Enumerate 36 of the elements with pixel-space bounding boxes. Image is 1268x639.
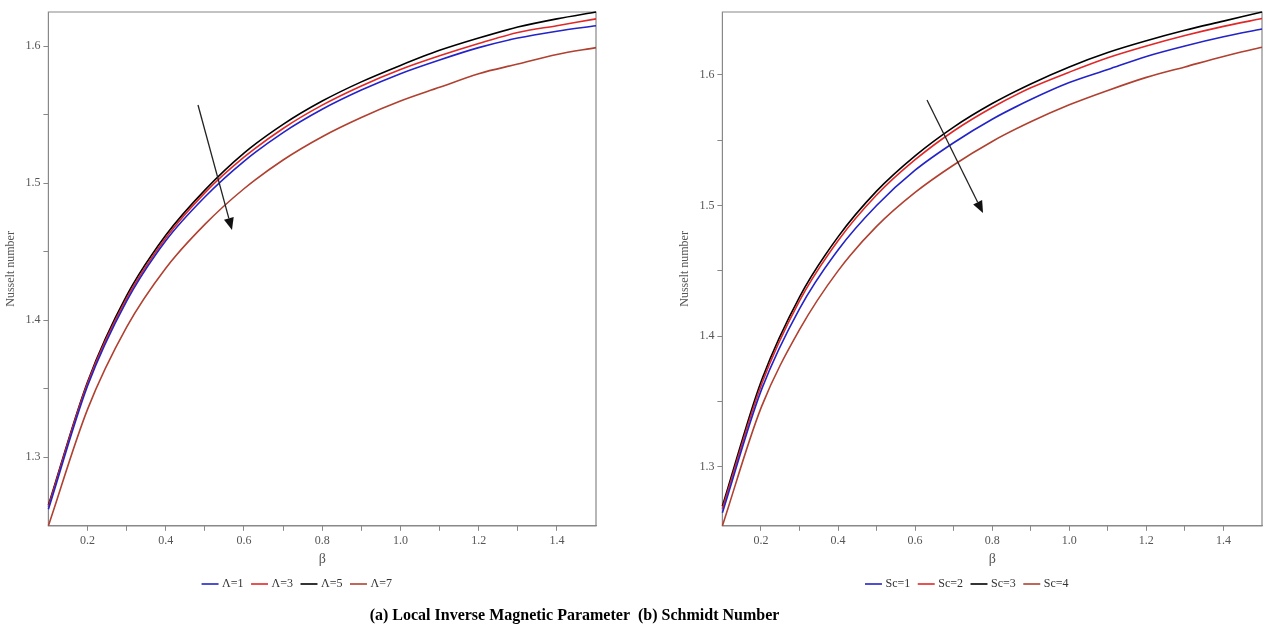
legend-label: Λ=1 <box>222 576 244 591</box>
text: (b) Schmidt Number <box>638 606 780 624</box>
legend-label: Λ=7 <box>370 576 392 591</box>
x-tick-label: 0.8 <box>314 533 330 548</box>
y-tick-label: 1.4 <box>25 312 41 327</box>
x-tick-label: 1.2 <box>471 533 487 548</box>
text: (a) Local Inverse Magnetic Parameter <box>369 606 630 624</box>
legend-label: Sc=3 <box>991 576 1016 591</box>
x-tick-label: 0.4 <box>830 533 846 548</box>
y-tick-label: 1.3 <box>25 449 41 464</box>
x-tick-label: 0.8 <box>984 533 1000 548</box>
legend-label: Λ=5 <box>321 576 343 591</box>
x-tick-label: 0.2 <box>753 533 769 548</box>
y-tick-label: 1.6 <box>25 38 41 53</box>
legend-label: Sc=4 <box>1043 576 1069 591</box>
x-tick-label: 0.6 <box>907 533 923 548</box>
x-tick-label: 1.0 <box>1061 533 1077 548</box>
x-axis-title: β <box>988 551 996 567</box>
legend-label: Sc=1 <box>885 576 911 591</box>
y-tick-label: 1.5 <box>25 175 41 190</box>
x-tick-label: 1.4 <box>1215 533 1231 548</box>
x-tick-label: 1.0 <box>392 533 408 548</box>
y-tick-label: 1.3 <box>699 459 715 474</box>
y-tick-label: 1.4 <box>699 328 715 343</box>
x-axis-title: β <box>318 551 326 567</box>
legend-label: Λ=3 <box>271 576 293 591</box>
x-tick-label: 0.6 <box>236 533 252 548</box>
y-axis-title: Nusselt number <box>3 231 18 307</box>
x-tick-label: 0.4 <box>158 533 174 548</box>
x-tick-label: 1.2 <box>1138 533 1154 548</box>
legend-label: Sc=2 <box>938 576 964 591</box>
x-tick-label: 0.2 <box>80 533 96 548</box>
x-tick-label: 1.4 <box>549 533 565 548</box>
y-axis-title: Nusselt number <box>677 231 692 307</box>
y-tick-label: 1.6 <box>699 66 715 81</box>
y-tick-label: 1.5 <box>699 197 715 212</box>
